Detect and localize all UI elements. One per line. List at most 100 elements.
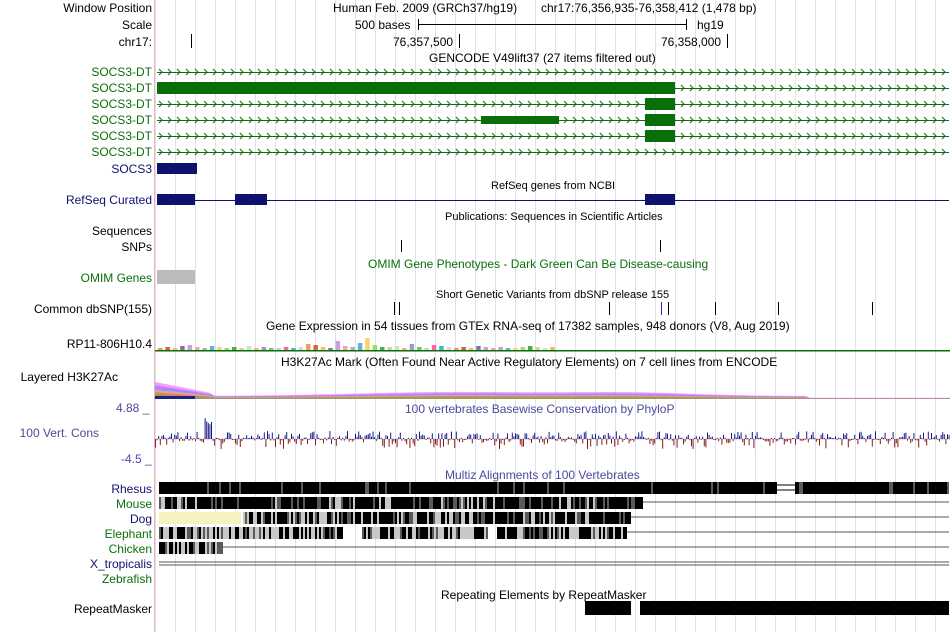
strand-arrow <box>473 148 478 156</box>
phylop-bar <box>929 439 931 441</box>
rmsk-label[interactable]: RepeatMasker <box>73 602 152 616</box>
variant-mark[interactable] <box>661 302 662 315</box>
omim-label[interactable]: OMIM Genes <box>80 271 152 285</box>
snp-mark[interactable] <box>401 240 402 252</box>
gencode-transcript-2[interactable] <box>157 82 949 94</box>
phylop-bar <box>356 436 358 439</box>
sequences-label[interactable]: Sequences <box>91 224 152 238</box>
strand-arrow <box>383 68 388 76</box>
alignment-column <box>937 482 939 494</box>
h3k-track-title[interactable]: H3K27Ac Mark (Often Found Near Active Re… <box>281 355 778 369</box>
species-label-rhesus[interactable]: Rhesus <box>111 482 152 496</box>
alignment-elephant[interactable] <box>157 527 949 539</box>
alignment-column <box>347 482 349 494</box>
alignment-column <box>675 482 677 494</box>
refseq-label[interactable]: RefSeq Curated <box>65 193 152 207</box>
species-label-xtropicalis[interactable]: X_tropicalis <box>89 557 152 571</box>
variant-mark[interactable] <box>609 302 610 315</box>
gencode-transcript-3[interactable] <box>157 98 949 110</box>
variant-mark[interactable] <box>778 302 779 315</box>
variant-mark[interactable] <box>872 302 873 315</box>
gencode-item-label-5[interactable]: SOCS3-DT <box>91 129 152 143</box>
gencode-transcript-4[interactable] <box>157 114 949 126</box>
strand-arrow <box>491 68 496 76</box>
snp-mark[interactable] <box>660 240 661 252</box>
alignment-column <box>939 482 941 494</box>
gencode-transcript-1[interactable] <box>157 67 949 77</box>
alignment-column <box>407 512 409 524</box>
strand-arrow <box>401 100 406 108</box>
variant-mark[interactable] <box>715 302 716 315</box>
gtex-label[interactable]: RP11-806H10.4 <box>66 337 152 351</box>
species-label-zebrafish[interactable]: Zebrafish <box>101 572 152 586</box>
alignment-column <box>357 482 359 494</box>
phylop-bar <box>729 439 731 443</box>
gencode-item-label-1[interactable]: SOCS3-DT <box>91 65 152 79</box>
alignment-column <box>905 482 907 494</box>
alignment-column <box>625 497 627 509</box>
snps-label[interactable]: SNPs <box>121 240 152 254</box>
alignment-column <box>639 497 641 509</box>
variant-mark[interactable] <box>394 302 395 315</box>
h3k-label[interactable]: Layered H3K27Ac <box>20 370 118 384</box>
variant-mark[interactable] <box>668 302 669 315</box>
rmsk-track-title[interactable]: Repeating Elements by RepeatMasker <box>441 588 647 602</box>
alignment-dog[interactable] <box>157 512 949 524</box>
alignment-column <box>477 497 479 509</box>
alignment-xtropicalis[interactable] <box>157 557 949 569</box>
alignment-column <box>365 482 367 494</box>
phylop-bar <box>486 439 488 442</box>
strand-arrow <box>626 68 631 76</box>
phylop-signal[interactable] <box>155 405 950 463</box>
alignment-column <box>476 527 478 539</box>
dbsnp-label[interactable]: Common dbSNP(155) <box>33 302 152 316</box>
socs3-gene[interactable] <box>157 163 949 174</box>
cons-track-title[interactable]: 100 vertebrates Basewise Conservation by… <box>405 402 675 416</box>
alignment-column <box>411 512 413 524</box>
h3k-signal[interactable] <box>155 370 950 400</box>
alignment-column <box>434 527 436 539</box>
phylop-bar <box>894 439 896 448</box>
gencode-item-label-3[interactable]: SOCS3-DT <box>91 97 152 111</box>
gtex-expression-bars[interactable] <box>155 334 950 352</box>
multiz-track-title[interactable]: Multiz Alignments of 100 Vertebrates <box>445 468 640 482</box>
pubs-track-title[interactable]: Publications: Sequences in Scientific Ar… <box>445 211 663 223</box>
phylop-bar <box>185 435 187 439</box>
gencode-transcript-6[interactable] <box>157 147 949 157</box>
alignment-rhesus[interactable] <box>157 482 949 494</box>
alignment-column <box>331 497 333 509</box>
phylop-bar <box>318 437 320 439</box>
gencode-track-title[interactable]: GENCODE V49lift37 (27 items filtered out… <box>429 51 656 65</box>
repeatmasker-features[interactable] <box>157 601 949 615</box>
alignment-column <box>611 497 613 509</box>
alignment-chicken[interactable] <box>157 542 949 554</box>
phylop-bar <box>750 437 752 439</box>
strand-arrow <box>860 100 865 108</box>
gtex-bar <box>483 347 489 350</box>
variant-mark[interactable] <box>399 302 400 315</box>
refseq-track-title[interactable]: RefSeq genes from NCBI <box>491 180 616 192</box>
omim-feature[interactable] <box>157 270 949 284</box>
gencode-item-label-4[interactable]: SOCS3-DT <box>91 113 152 127</box>
species-label-chicken[interactable]: Chicken <box>108 542 152 556</box>
alignment-column <box>623 497 625 509</box>
gtex-track-title[interactable]: Gene Expression in 54 tissues from GTEx … <box>266 319 790 333</box>
phylop-bar <box>204 418 206 439</box>
cons-label[interactable]: 100 Vert. Cons <box>19 426 99 440</box>
socs3-gene-label[interactable]: SOCS3 <box>111 162 152 176</box>
species-label-dog[interactable]: Dog <box>129 512 152 526</box>
alignment-column <box>483 512 485 524</box>
gtex-bar <box>439 346 444 350</box>
strand-arrows <box>158 100 946 108</box>
omim-track-title[interactable]: OMIM Gene Phenotypes - Dark Green Can Be… <box>368 257 709 271</box>
strand-arrow <box>608 100 613 108</box>
species-label-elephant[interactable]: Elephant <box>104 527 152 541</box>
gencode-transcript-5[interactable] <box>157 130 949 142</box>
gencode-item-label-2[interactable]: SOCS3-DT <box>91 81 152 95</box>
dbsnp-track-title[interactable]: Short Genetic Variants from dbSNP releas… <box>436 289 670 301</box>
species-label-mouse[interactable]: Mouse <box>115 497 152 511</box>
refseq-gene[interactable] <box>157 194 949 205</box>
alignment-mouse[interactable] <box>157 497 949 509</box>
gencode-item-label-6[interactable]: SOCS3-DT <box>91 145 152 159</box>
